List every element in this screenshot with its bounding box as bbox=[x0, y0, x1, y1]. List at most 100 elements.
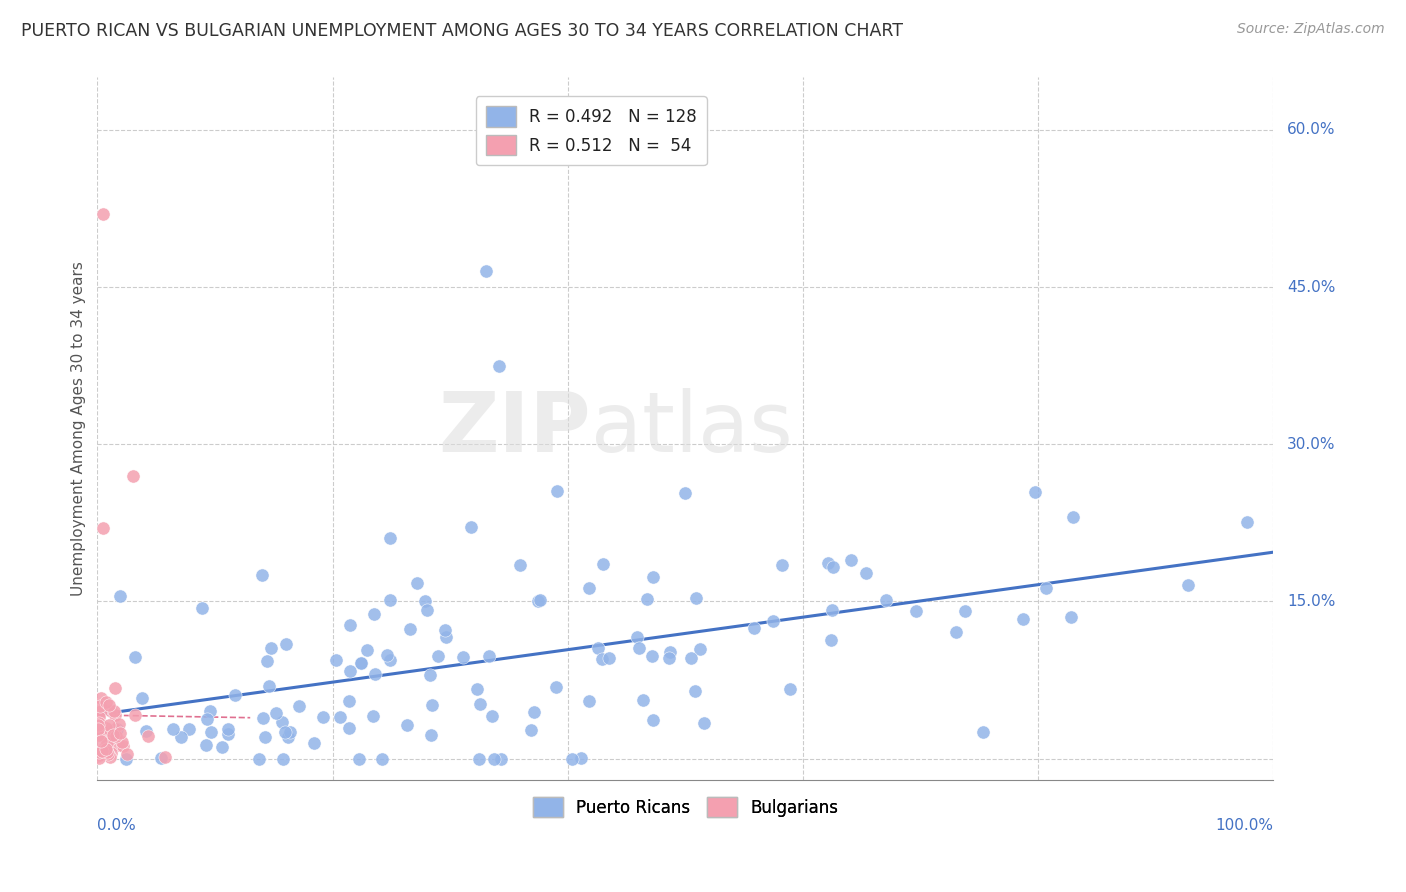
Point bbox=[278, 724, 301, 739]
Point bbox=[633, 693, 655, 707]
Point bbox=[195, 738, 218, 752]
Point bbox=[124, 708, 146, 723]
Point bbox=[304, 736, 326, 750]
Point bbox=[104, 729, 127, 743]
Point bbox=[94, 742, 117, 756]
Point bbox=[104, 681, 127, 696]
Point bbox=[1035, 582, 1057, 596]
Point bbox=[87, 718, 110, 732]
Point bbox=[96, 736, 118, 750]
Text: 15.0%: 15.0% bbox=[1288, 594, 1336, 609]
Point bbox=[636, 591, 658, 606]
Point bbox=[779, 681, 801, 696]
Point bbox=[136, 729, 159, 743]
Point bbox=[433, 623, 456, 637]
Point bbox=[90, 691, 112, 706]
Point bbox=[509, 558, 531, 573]
Point bbox=[94, 742, 117, 756]
Point bbox=[627, 641, 650, 656]
Point bbox=[350, 657, 373, 671]
Point bbox=[89, 710, 111, 724]
Point bbox=[86, 708, 108, 723]
Text: PUERTO RICAN VS BULGARIAN UNEMPLOYMENT AMONG AGES 30 TO 34 YEARS CORRELATION CHA: PUERTO RICAN VS BULGARIAN UNEMPLOYMENT A… bbox=[21, 22, 903, 40]
Point bbox=[762, 614, 785, 628]
Point bbox=[468, 752, 491, 766]
Point bbox=[416, 603, 439, 617]
Point bbox=[356, 643, 378, 657]
Point bbox=[105, 723, 128, 737]
Point bbox=[101, 728, 124, 742]
Point bbox=[519, 723, 541, 738]
Point bbox=[89, 715, 111, 730]
Point bbox=[131, 691, 153, 706]
Text: atlas: atlas bbox=[591, 388, 793, 469]
Point bbox=[561, 752, 583, 766]
Point bbox=[1177, 578, 1199, 592]
Point bbox=[271, 714, 294, 729]
Point bbox=[91, 207, 114, 221]
Point bbox=[107, 739, 129, 753]
Point bbox=[689, 641, 711, 656]
Text: ZIP: ZIP bbox=[439, 388, 591, 469]
Point bbox=[211, 739, 233, 754]
Point bbox=[685, 591, 707, 605]
Text: 0.0%: 0.0% bbox=[97, 818, 136, 833]
Point bbox=[93, 743, 115, 757]
Point bbox=[254, 731, 277, 745]
Point bbox=[823, 560, 845, 574]
Point bbox=[420, 698, 443, 712]
Point bbox=[380, 593, 402, 607]
Point bbox=[1012, 612, 1035, 626]
Point bbox=[419, 668, 441, 682]
Point bbox=[274, 724, 297, 739]
Point bbox=[361, 709, 384, 723]
Point bbox=[108, 717, 131, 731]
Point bbox=[94, 721, 117, 735]
Point bbox=[673, 485, 696, 500]
Point bbox=[97, 747, 120, 761]
Point bbox=[571, 751, 593, 765]
Point bbox=[100, 731, 122, 745]
Point bbox=[89, 721, 111, 735]
Point bbox=[264, 706, 287, 721]
Point bbox=[578, 581, 600, 595]
Point bbox=[972, 725, 994, 739]
Point bbox=[482, 752, 505, 766]
Point bbox=[363, 666, 385, 681]
Point bbox=[363, 607, 385, 621]
Y-axis label: Unemployment Among Ages 30 to 34 years: Unemployment Among Ages 30 to 34 years bbox=[72, 261, 86, 596]
Point bbox=[111, 735, 134, 749]
Point bbox=[257, 679, 280, 693]
Point bbox=[529, 592, 551, 607]
Point bbox=[406, 576, 429, 591]
Point bbox=[114, 752, 136, 766]
Point bbox=[945, 625, 967, 640]
Point bbox=[90, 704, 112, 718]
Point bbox=[98, 749, 121, 764]
Point bbox=[1060, 610, 1083, 624]
Point bbox=[681, 651, 703, 665]
Point bbox=[491, 752, 513, 766]
Point bbox=[197, 713, 219, 727]
Point bbox=[465, 681, 488, 696]
Point bbox=[643, 713, 665, 727]
Point bbox=[97, 730, 120, 744]
Point bbox=[1062, 510, 1084, 524]
Point bbox=[91, 741, 114, 756]
Text: 30.0%: 30.0% bbox=[1288, 437, 1336, 451]
Point bbox=[112, 739, 135, 754]
Point bbox=[100, 727, 122, 741]
Point bbox=[337, 721, 360, 735]
Point bbox=[110, 589, 132, 603]
Point bbox=[89, 728, 111, 742]
Point bbox=[478, 648, 501, 663]
Point bbox=[89, 745, 111, 759]
Point bbox=[134, 723, 156, 738]
Text: Source: ZipAtlas.com: Source: ZipAtlas.com bbox=[1237, 22, 1385, 37]
Point bbox=[685, 684, 707, 698]
Point bbox=[170, 731, 193, 745]
Point bbox=[692, 716, 714, 731]
Point bbox=[821, 603, 844, 617]
Point bbox=[578, 694, 600, 708]
Point bbox=[451, 650, 474, 665]
